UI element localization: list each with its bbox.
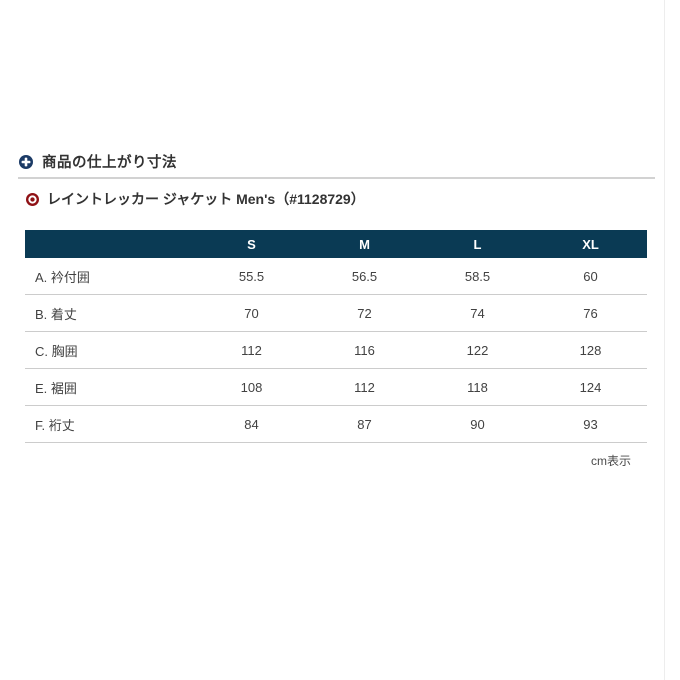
size-table-row: E. 裾囲 108 112 118 124 [25,369,647,406]
size-column-header: L [421,230,534,258]
measurement-value: 76 [583,305,598,321]
measurement-value: 56.5 [351,268,378,284]
measurement-value: 128 [579,342,602,358]
measurement-value: 55.5 [238,268,265,284]
content-frame: 商品の仕上がり寸法 レイントレッカー ジャケット Men's（#1128729）… [18,0,665,680]
size-table-row: F. 裄丈 84 87 90 93 [25,406,647,443]
size-table-corner-cell [25,230,195,258]
size-column-header: XL [534,230,647,258]
measurement-value: 112 [354,379,375,395]
measurement-label: E. 裾囲 [35,380,77,396]
plus-circle-icon [19,154,33,169]
measurement-value: 72 [357,305,372,321]
product-name: レイントレッカー ジャケット Men's（#1128729） [47,191,365,207]
size-table: S M L XL A. 衿付囲 55.5 56.5 58.5 60 B. 着丈 70 72 74 76 C… [25,230,647,443]
measurement-label: A. 衿付囲 [35,269,90,285]
measurement-value: 124 [579,379,602,395]
size-table-row: B. 着丈 70 72 74 76 [25,295,647,332]
size-table-body: A. 衿付囲 55.5 56.5 58.5 60 B. 着丈 70 72 74 76 C. 胸囲 11… [25,258,647,443]
measurement-value: 116 [354,342,375,358]
measurement-label: F. 裄丈 [35,417,75,433]
measurement-value: 122 [466,342,489,358]
product-heading: レイントレッカー ジャケット Men's（#1128729） [26,189,365,209]
size-table-row: C. 胸囲 112 116 122 128 [25,332,647,369]
measurement-value: 118 [467,379,488,395]
measurement-value: 60 [583,268,598,284]
unit-note: cm表示 [591,454,631,468]
measurement-value: 58.5 [464,268,491,284]
section-title: 商品の仕上がり寸法 [42,155,177,171]
measurement-value: 74 [470,305,485,321]
section-divider [18,177,655,179]
size-table-header: S M L XL [25,230,647,258]
section-heading: 商品の仕上がり寸法 [19,151,177,172]
measurement-value: 112 [241,342,262,358]
size-column-header: S [195,230,308,258]
measurement-label: B. 着丈 [35,306,77,322]
measurement-label: C. 胸囲 [35,343,78,359]
measurement-value: 93 [583,416,598,432]
target-circle-icon [26,192,39,206]
measurement-value: 84 [244,416,259,432]
measurement-value: 90 [470,416,485,432]
size-table-row: A. 衿付囲 55.5 56.5 58.5 60 [25,258,647,295]
size-column-header: M [308,230,421,258]
measurement-value: 108 [240,379,263,395]
measurement-value: 70 [244,305,259,321]
measurement-value: 87 [357,416,372,432]
